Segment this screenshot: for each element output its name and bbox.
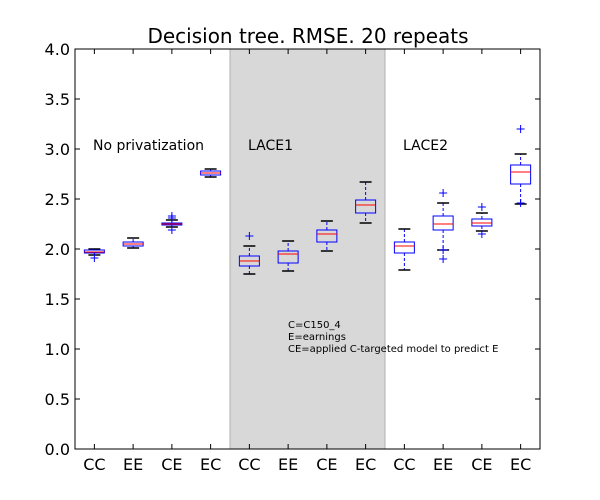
x-tick-label: EE xyxy=(433,455,453,474)
x-tick-label: CC xyxy=(238,455,260,474)
box-6 xyxy=(316,220,338,252)
flier-point xyxy=(516,125,525,133)
y-tick-label: 3.5 xyxy=(45,90,70,109)
group-label: LACE2 xyxy=(403,138,448,154)
y-tick-label: 2.5 xyxy=(45,190,70,209)
shaded-region xyxy=(229,48,386,450)
x-tick-label: EE xyxy=(278,455,298,474)
box-iqr xyxy=(510,164,532,185)
box-iqr xyxy=(432,215,454,231)
y-tick-label: 4.0 xyxy=(45,40,70,59)
box-iqr xyxy=(393,241,415,254)
flier-point xyxy=(477,203,486,211)
box-iqr xyxy=(355,199,377,214)
chart-title: Decision tree. RMSE. 20 repeats xyxy=(147,24,468,48)
box-7 xyxy=(355,181,377,224)
y-tick-label: 3.0 xyxy=(45,140,70,159)
flier-point xyxy=(516,199,525,207)
x-tick-label: EC xyxy=(510,455,531,474)
box-5 xyxy=(277,240,299,272)
box-10 xyxy=(471,203,493,238)
annotation-line: E=earnings xyxy=(288,332,346,343)
y-tick-label: 2.0 xyxy=(45,240,70,259)
annotation-line: C=C150_4 xyxy=(288,320,341,331)
group-label: No privatization xyxy=(93,138,204,154)
flier-point xyxy=(90,254,99,262)
box-3 xyxy=(200,168,222,178)
x-tick-label: CE xyxy=(316,455,337,474)
box-9 xyxy=(432,189,454,263)
flier-point xyxy=(439,255,448,263)
box-2 xyxy=(161,212,183,234)
flier-point xyxy=(477,230,486,238)
box-iqr xyxy=(277,250,299,264)
box-11 xyxy=(510,125,532,207)
box-0 xyxy=(83,248,105,262)
x-tick-label: CE xyxy=(471,455,492,474)
plot-area: No privatization LACE1 LACE2 C=C150_4E=earn… xyxy=(45,40,541,474)
flier-point xyxy=(439,246,448,254)
flier-point xyxy=(245,232,254,240)
x-tick-label: EE xyxy=(123,455,143,474)
box-1 xyxy=(122,237,144,249)
x-tick-label: EC xyxy=(355,455,376,474)
x-tick-label: EC xyxy=(200,455,221,474)
x-tick-label: CC xyxy=(83,455,105,474)
x-tick-label: CE xyxy=(161,455,182,474)
annotation-line: CE=applied C-targeted model to predict E xyxy=(288,344,498,355)
box-4 xyxy=(238,232,260,275)
flier-point xyxy=(167,226,176,234)
flier-point xyxy=(439,189,448,197)
y-tick-label: 0.5 xyxy=(45,390,70,409)
group-label: LACE1 xyxy=(248,138,293,154)
y-tick-label: 1.5 xyxy=(45,290,70,309)
box-iqr xyxy=(316,229,338,243)
y-tick-label: 1.0 xyxy=(45,340,70,359)
flier-point xyxy=(167,212,176,220)
y-tick-label: 0.0 xyxy=(45,440,70,459)
x-tick-label: CC xyxy=(393,455,415,474)
box-8 xyxy=(393,228,415,271)
